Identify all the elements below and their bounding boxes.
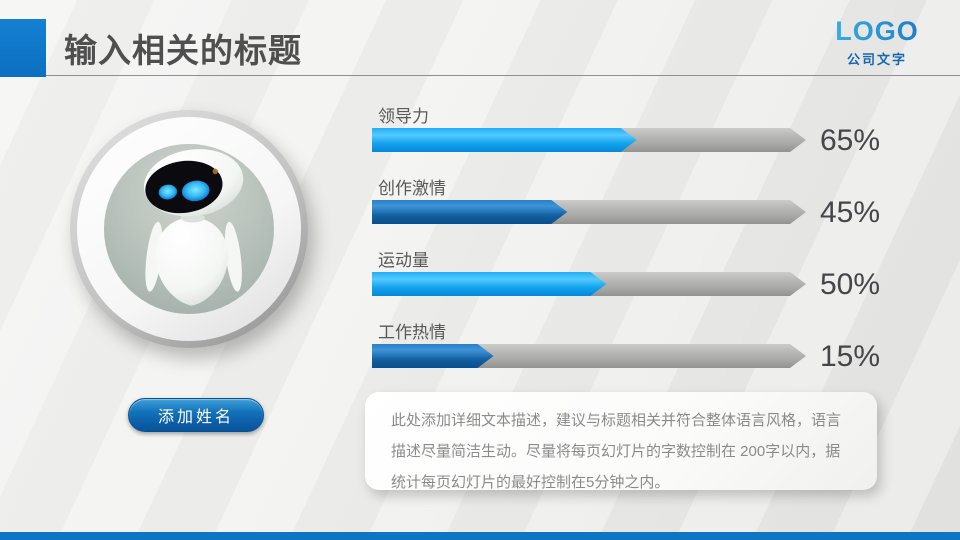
bar-track — [372, 200, 806, 224]
description-text: 此处添加详细文本描述，建议与标题相关并符合整体语言风格，语言描述尽量简洁生动。尽… — [391, 412, 842, 491]
bar-row: 工作热情 15% — [372, 316, 932, 388]
bar-row: 运动量 50% — [372, 244, 932, 316]
header-divider — [0, 75, 960, 76]
bar-fill — [372, 272, 606, 296]
bar-value-label: 50% — [820, 268, 881, 301]
description-box: 此处添加详细文本描述，建议与标题相关并符合整体语言风格，语言描述尽量简洁生动。尽… — [365, 392, 877, 491]
bar-row: 领导力 65% — [372, 100, 932, 172]
bar-label: 领导力 — [378, 107, 429, 126]
bar-label: 工作热情 — [378, 323, 446, 342]
bar-label: 创作激情 — [378, 179, 446, 198]
bar-fill — [372, 200, 567, 224]
bar-track — [372, 272, 806, 296]
bar-label: 运动量 — [378, 251, 429, 270]
bar-fill — [372, 344, 494, 368]
bar-fill — [372, 128, 637, 152]
logo-subtitle: 公司文字 — [846, 52, 907, 67]
logo-text: LOGO — [822, 16, 932, 47]
bar-track — [372, 128, 806, 152]
bar-value-label: 45% — [820, 196, 881, 229]
bar-value-label: 65% — [820, 124, 881, 157]
bar-track — [372, 344, 806, 368]
footer-bar — [0, 532, 960, 540]
logo: LOGO 公司文字 — [822, 16, 932, 68]
header-accent-square — [0, 19, 46, 77]
add-name-button[interactable]: 添加姓名 — [128, 398, 264, 432]
bar-chart: 领导力 65% 创作激情 45% 运动量 50% 工作热情 — [372, 100, 932, 388]
avatar-frame — [70, 110, 308, 348]
page-title: 输入相关的标题 — [64, 32, 302, 69]
avatar-inner-ring — [77, 117, 301, 341]
robot-eve-icon — [104, 144, 274, 314]
bar-value-label: 15% — [820, 340, 881, 373]
bar-row: 创作激情 45% — [372, 172, 932, 244]
robot-eve-image — [104, 144, 274, 314]
